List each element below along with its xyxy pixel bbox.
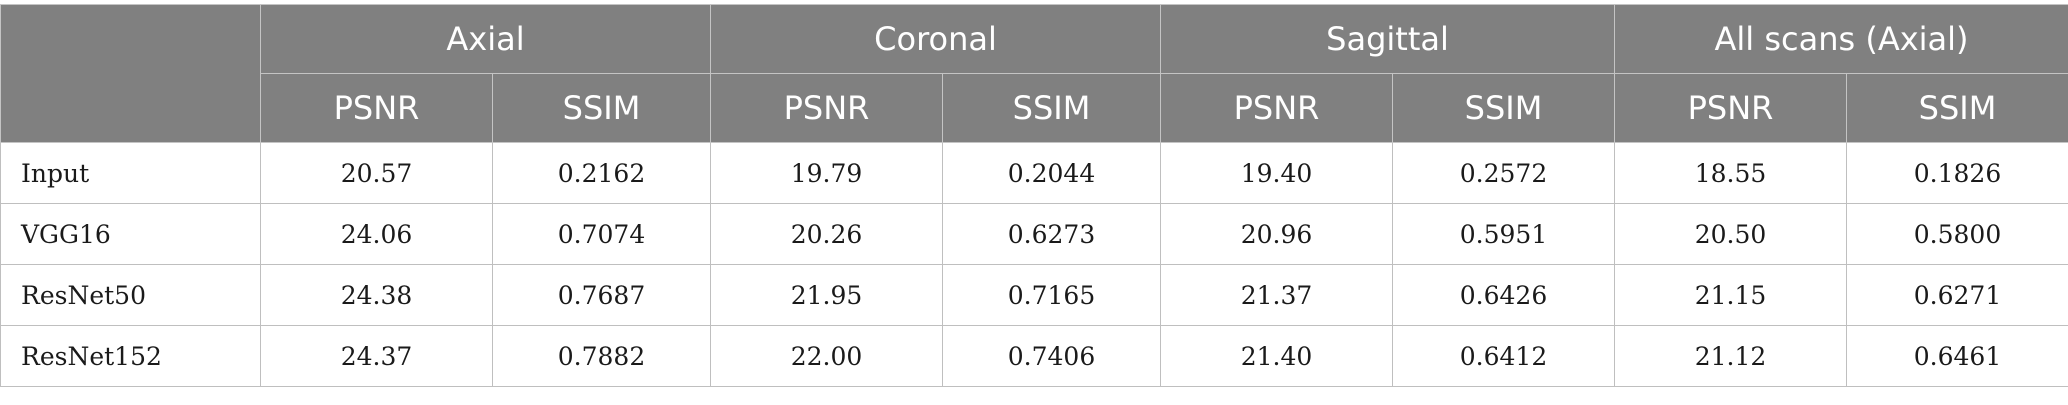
row-label: ResNet152 [0, 325, 261, 387]
table-cell: 24.38 [260, 264, 493, 326]
results-table: Axial Coronal Sagittal All scans (Axial)… [0, 4, 2068, 387]
table-cell: 20.96 [1160, 203, 1394, 265]
table-cell: 0.7406 [941, 325, 1162, 387]
group-header-sagittal: Sagittal [1160, 4, 1616, 74]
metric-header-psnr: PSNR [710, 73, 943, 143]
row-label: Input [0, 142, 261, 204]
table-row: VGG16 24.06 0.7074 20.26 0.6273 20.96 0.… [0, 203, 2068, 265]
row-label: VGG16 [0, 203, 261, 265]
table-cell: 24.37 [260, 325, 493, 387]
table-cell: 0.5800 [1846, 203, 2068, 265]
table-cell: 24.06 [260, 203, 493, 265]
metric-header-psnr: PSNR [260, 73, 493, 143]
table-cell: 0.6461 [1846, 325, 2068, 387]
table-cell: 0.6271 [1846, 264, 2068, 326]
metric-header-psnr: PSNR [1160, 73, 1394, 143]
metric-header-ssim: SSIM [1392, 73, 1616, 143]
table-cell: 21.12 [1614, 325, 1848, 387]
table-cell: 0.7687 [492, 264, 711, 326]
table-row: ResNet152 24.37 0.7882 22.00 0.7406 21.4… [0, 325, 2068, 387]
group-header-coronal: Coronal [709, 4, 1162, 74]
table-cell: 21.15 [1614, 264, 1848, 326]
table-cell: 0.6273 [941, 203, 1162, 265]
table-cell: 19.40 [1160, 142, 1394, 204]
table-cell: 0.1826 [1846, 142, 2068, 204]
metric-header-row: PSNR SSIM PSNR SSIM PSNR SSIM PSNR SSIM [1, 73, 2068, 143]
table-cell: 0.7882 [492, 325, 711, 387]
table-cell: 21.95 [710, 264, 943, 326]
table-cell: 0.7165 [941, 264, 1162, 326]
table-cell: 0.6426 [1392, 264, 1616, 326]
metric-header-ssim: SSIM [941, 73, 1162, 143]
row-label: ResNet50 [0, 264, 261, 326]
metric-header-psnr: PSNR [1614, 73, 1848, 143]
table-cell: 19.79 [710, 142, 943, 204]
table-row: Input 20.57 0.2162 19.79 0.2044 19.40 0.… [0, 142, 2068, 204]
table-cell: 0.2162 [492, 142, 711, 204]
group-header-all-scans: All scans (Axial) [1614, 4, 2068, 74]
table-cell: 20.57 [260, 142, 493, 204]
table-cell: 0.2044 [941, 142, 1162, 204]
group-header-axial: Axial [260, 4, 711, 74]
table-cell: 18.55 [1614, 142, 1848, 204]
corner-cell [0, 4, 261, 143]
table-cell: 21.37 [1160, 264, 1394, 326]
table-cell: 0.5951 [1392, 203, 1616, 265]
metric-header-ssim: SSIM [492, 73, 711, 143]
table-cell: 22.00 [710, 325, 943, 387]
table-cell: 20.50 [1614, 203, 1848, 265]
table-cell: 0.2572 [1392, 142, 1616, 204]
table-cell: 0.7074 [492, 203, 711, 265]
metric-header-ssim: SSIM [1846, 73, 2068, 143]
table-cell: 21.40 [1160, 325, 1394, 387]
group-header-row: Axial Coronal Sagittal All scans (Axial) [0, 4, 2068, 143]
table-row: ResNet50 24.38 0.7687 21.95 0.7165 21.37… [0, 264, 2068, 326]
table-cell: 20.26 [710, 203, 943, 265]
table-cell: 0.6412 [1392, 325, 1616, 387]
